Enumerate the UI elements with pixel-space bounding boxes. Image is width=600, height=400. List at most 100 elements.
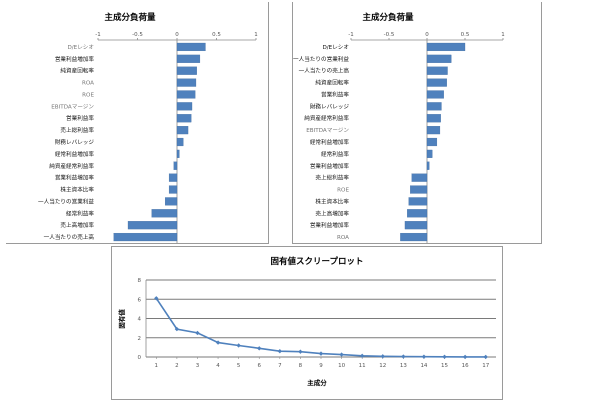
loadings-2-category-label-9: 経常利益率 (321, 150, 349, 158)
loadings-2-category-label-3: 純資産回転率 (315, 79, 349, 87)
loadings-1-category-label-12: 株主資本比率 (60, 186, 94, 194)
loadings-1-bar-15 (127, 221, 178, 230)
scree-x-tick-0: 1 (155, 363, 159, 369)
scree-point-14 (442, 354, 447, 360)
loadings-2-bar-8 (426, 137, 438, 147)
chart-panel-loadings-2: 主成分負荷量 -1 -0.5 0 0.5 1 D/Eレシオ 一人当たりの営業利益 一人当たりの売… (292, 2, 542, 244)
scree-x-tick-5: 6 (257, 363, 261, 369)
scree-x-tick-14: 15 (441, 363, 448, 369)
loadings-1-bar-9 (176, 149, 180, 158)
scree-title: 固有値スクリープロット (271, 256, 364, 267)
chart-panel-loadings-1: 主成分負荷量 -1 -0.5 0 0.5 1 D/Eレシオ営業利益増加率 純資産回転率 ROA R… (6, 2, 269, 244)
loadings-1-bar-5 (176, 102, 193, 111)
scree-y-tick-2: 4 (138, 317, 142, 323)
loadings-2-category-label-7: EBITDAマージン (306, 127, 349, 134)
loadings-2-category-label-0: D/Eレシオ (322, 44, 349, 51)
loadings-1-category-label-9: 経常利益増加率 (55, 150, 95, 158)
scree-x-tick-2: 3 (196, 363, 200, 369)
scree-point-13 (421, 354, 427, 359)
loadings-1-bar-8 (176, 137, 184, 147)
loadings-1-bar-0 (176, 42, 206, 52)
loadings-1-tick-label-0: -1 (95, 32, 100, 38)
loadings-2-category-label-15: 営業利益増加率 (310, 221, 350, 229)
loadings-2-category-label-2: 一人当たりの売上高 (299, 67, 350, 75)
loadings-1-category-label-8: 財務レバレッジ (55, 138, 95, 146)
loadings-2-tick-label-4: 1 (501, 32, 505, 38)
loadings-2-bar-5 (426, 102, 442, 111)
loadings-2-category-label-5: 財務レバレッジ (310, 102, 350, 110)
loadings-2-category-label-14: 売上高増加率 (315, 209, 349, 217)
loadings-1-tick-label-2: 0 (175, 32, 179, 38)
loadings-1-category-label-1: 営業利益増加率 (55, 55, 95, 63)
loadings-2-bar-0 (426, 42, 466, 52)
loadings-2-tick-label-2: 0 (425, 32, 429, 38)
loadings-2-bar-15 (404, 221, 428, 230)
loadings-1-bar-1 (176, 54, 201, 63)
scree-y-tick-3: 6 (138, 297, 142, 303)
scree-series-line (155, 297, 486, 358)
loadings-2-category-label-10: 営業利益増加率 (310, 162, 350, 170)
loadings-2-bar-11 (411, 173, 428, 182)
scree-x-tick-6: 7 (278, 363, 282, 369)
loadings-1-category-label-10: 純資産経常利益率 (49, 162, 94, 170)
scree-x-tick-13: 14 (420, 363, 427, 369)
scree-x-tick-3: 4 (216, 363, 220, 369)
loadings-2-tick-label-1: -0.5 (384, 32, 395, 38)
loadings-2-title: 主成分負荷量 (362, 12, 414, 23)
loadings-2-category-label-1: 一人当たりの営業利益 (293, 55, 349, 63)
loadings-1-category-label-6: 営業利益率 (66, 114, 94, 122)
loadings-1-category-label-0: D/Eレシオ (67, 44, 94, 51)
scree-y-tick-4: 8 (138, 278, 142, 284)
loadings-1-bar-14 (151, 209, 178, 218)
loadings-2-category-label-11: 売上総利益率 (315, 174, 349, 182)
scree-point-2 (195, 330, 200, 336)
scree-y-tick-1: 2 (138, 336, 142, 342)
scree-x-tick-10: 11 (359, 363, 366, 369)
loadings-2-bar-4 (426, 90, 444, 99)
loadings-1-tick-label-1: -0.5 (132, 32, 143, 38)
loadings-1-category-label-3: ROA (82, 81, 94, 87)
loadings-2-category-label-4: 営業利益率 (321, 90, 349, 98)
scree-y-tick-0: 0 (138, 355, 142, 361)
loadings-1-bar-12 (168, 185, 178, 194)
scree-point-3 (215, 340, 221, 345)
loadings-1-category-label-11: 営業利益増加率 (55, 174, 95, 182)
loadings-2-category-label-6: 純資産経常利益率 (304, 114, 349, 122)
scree-point-4 (236, 343, 241, 348)
loadings-2-bar-14 (407, 209, 428, 218)
loadings-1-bar-4 (176, 90, 196, 99)
loadings-2-bar-16 (400, 232, 428, 242)
scree-point-12 (401, 354, 406, 359)
loadings-1-tick-label-3: 0.5 (212, 32, 221, 38)
loadings-1-bar-7 (176, 126, 189, 135)
scree-point-5 (257, 346, 262, 351)
loadings-1-category-label-2: 純資産回転率 (60, 67, 94, 75)
scree-point-8 (318, 351, 324, 356)
scree-x-tick-16: 17 (482, 363, 489, 369)
loadings-2-bar-9 (426, 149, 433, 158)
scree-point-16 (483, 354, 488, 360)
loadings-2-bar-1 (426, 54, 452, 63)
chart-panel-scree: 固有値スクリープロット 0 2 4 6 8 1 2 3 4 5 6 7 8 9 10 11 12 13 14 15 16 1… (111, 246, 503, 400)
loadings-2-tick-label-0: -1 (348, 32, 353, 38)
loadings-2-category-label-16: ROA (337, 235, 349, 241)
scree-point-1 (174, 326, 180, 332)
loadings-1-category-label-4: ROE (82, 92, 94, 98)
scree-point-0 (154, 296, 159, 301)
scree-x-tick-15: 16 (462, 363, 469, 369)
loadings-1-category-label-13: 一人当たりの営業利益 (38, 197, 94, 205)
loadings-2-bar-13 (408, 197, 428, 206)
loadings-1-bar-10 (173, 161, 178, 170)
loadings-1-tick-label-4: 1 (254, 32, 258, 38)
loadings-1-bar-3 (176, 78, 197, 87)
loadings-chart-2: 主成分負荷量 -1 -0.5 0 0.5 1 D/Eレシオ一人当たりの営業利益一人当たりの売… (293, 12, 505, 243)
scree-x-tick-8: 9 (319, 363, 323, 369)
loadings-2-bar-12 (410, 185, 428, 194)
scree-point-9 (339, 352, 344, 357)
loadings-1-title: 主成分負荷量 (104, 12, 156, 23)
loadings-1-category-label-7: 売上総利益率 (60, 126, 94, 134)
loadings-2-bar-7 (426, 126, 441, 135)
loadings-2-bar-6 (426, 114, 441, 123)
loadings-1-bar-16 (113, 232, 178, 242)
